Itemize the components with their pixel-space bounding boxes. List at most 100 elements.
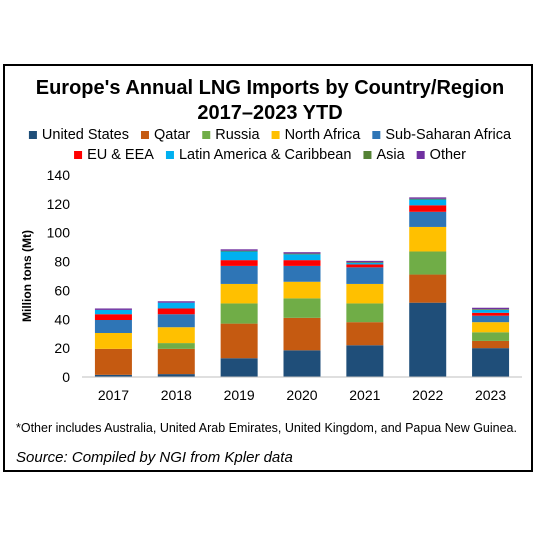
legend-item: EU & EEA bbox=[74, 147, 154, 163]
x-axis-ticks: 2017 2018 2019 2020 2021 2022 2023 bbox=[98, 387, 507, 403]
y-axis-label: Million tons (Mt) bbox=[20, 230, 34, 322]
legend-label: Other bbox=[430, 147, 466, 163]
bar-segment bbox=[346, 283, 384, 304]
bar-segment bbox=[472, 332, 510, 341]
bar-segment bbox=[409, 197, 447, 199]
bar-segment bbox=[472, 315, 510, 323]
legend-label: Asia bbox=[376, 147, 405, 163]
bar-segment bbox=[472, 309, 510, 313]
bar-segment bbox=[346, 303, 384, 323]
y-tick-label: 60 bbox=[54, 282, 70, 298]
bar-segment bbox=[409, 274, 447, 303]
y-axis-ticks: 0 20 40 60 80 100 120 140 bbox=[47, 167, 71, 385]
legend-swatch bbox=[271, 131, 280, 139]
bar-segment bbox=[283, 298, 321, 318]
legend-label: Qatar bbox=[154, 127, 190, 143]
legend-item: United States bbox=[28, 127, 129, 143]
bar-segment bbox=[283, 317, 321, 351]
legend-swatch bbox=[28, 131, 37, 139]
bar-segment bbox=[220, 260, 258, 266]
bar-segment bbox=[409, 226, 447, 252]
bar-segment bbox=[346, 262, 384, 264]
bar-segment bbox=[472, 340, 510, 349]
y-tick-label: 40 bbox=[54, 311, 70, 327]
legend-label: Russia bbox=[215, 127, 260, 143]
legend-item: Other bbox=[416, 147, 466, 163]
bar-segment bbox=[472, 307, 510, 310]
bar-segment bbox=[220, 251, 258, 261]
bar-segment bbox=[346, 322, 384, 346]
bar-segment bbox=[472, 309, 510, 310]
chart-title-line-1: Europe's Annual LNG Imports by Country/R… bbox=[36, 77, 504, 99]
legend-item: Qatar bbox=[140, 127, 190, 143]
bar-segment bbox=[472, 322, 510, 333]
bar-segment bbox=[157, 301, 195, 303]
bar-segment bbox=[409, 251, 447, 275]
bar-segment bbox=[409, 211, 447, 227]
bar-segment bbox=[94, 308, 132, 310]
bar-segment bbox=[220, 283, 258, 304]
bar-segment bbox=[283, 265, 321, 282]
bar-segment bbox=[283, 252, 321, 254]
legend-item: Asia bbox=[363, 147, 406, 163]
bar-segment bbox=[220, 250, 258, 252]
y-tick-label: 140 bbox=[47, 167, 71, 183]
legend-swatch bbox=[74, 151, 83, 159]
legend-item: Sub-Saharan Africa bbox=[372, 127, 512, 143]
x-tick-label: 2019 bbox=[224, 387, 255, 403]
bar-segment bbox=[283, 260, 321, 266]
bar-segment bbox=[472, 312, 510, 316]
bar-segment bbox=[346, 263, 384, 265]
bar-segment bbox=[283, 281, 321, 299]
y-tick-label: 120 bbox=[47, 196, 71, 212]
bar-segment bbox=[94, 320, 132, 333]
bar-segment bbox=[472, 348, 510, 377]
source-note: Source: Compiled by NGI from Kpler data bbox=[16, 449, 293, 466]
bar-segment bbox=[157, 327, 195, 344]
bar-segment bbox=[346, 267, 384, 284]
bar-segment bbox=[157, 314, 195, 328]
bar-segment bbox=[157, 374, 195, 377]
y-tick-label: 100 bbox=[47, 225, 71, 241]
bar-segment bbox=[157, 348, 195, 375]
bar-segment bbox=[220, 323, 258, 359]
bar-segment bbox=[157, 308, 195, 315]
footnote: *Other includes Australia, United Arab E… bbox=[16, 421, 517, 435]
legend: United States Qatar Russia North Africa Sub-… bbox=[28, 127, 512, 163]
bar-segment bbox=[94, 348, 132, 375]
x-tick-label: 2018 bbox=[161, 387, 192, 403]
bar-segment bbox=[94, 309, 132, 315]
bar-segment bbox=[157, 302, 195, 309]
legend-label: United States bbox=[42, 127, 129, 143]
bar-segment bbox=[220, 303, 258, 324]
legend-swatch bbox=[363, 151, 372, 159]
bar-segment bbox=[283, 253, 321, 255]
legend-swatch bbox=[140, 131, 149, 139]
legend-swatch bbox=[202, 131, 211, 139]
x-tick-label: 2017 bbox=[98, 387, 129, 403]
legend-item: Latin America & Caribbean bbox=[165, 147, 351, 163]
bar-segment bbox=[94, 314, 132, 321]
bar-segment bbox=[283, 254, 321, 261]
bar-segment bbox=[346, 260, 384, 263]
legend-item: North Africa bbox=[271, 127, 362, 143]
bar-segment bbox=[409, 302, 447, 377]
y-tick-label: 80 bbox=[54, 254, 70, 270]
bar-segment bbox=[94, 374, 132, 377]
legend-swatch bbox=[416, 151, 425, 159]
bar-segment bbox=[346, 345, 384, 377]
legend-label: EU & EEA bbox=[87, 147, 154, 163]
bar-segment bbox=[157, 343, 195, 349]
x-tick-label: 2020 bbox=[286, 387, 317, 403]
bar-segment bbox=[220, 358, 258, 377]
bar-segment bbox=[346, 264, 384, 268]
chart-title-line-2: 2017–2023 YTD bbox=[197, 102, 342, 124]
bars bbox=[94, 197, 510, 377]
legend-label: Sub-Saharan Africa bbox=[385, 127, 512, 143]
y-tick-label: 20 bbox=[54, 340, 70, 356]
legend-swatch bbox=[165, 151, 174, 159]
bar-segment bbox=[283, 350, 321, 377]
bar-segment bbox=[94, 332, 132, 349]
legend-label: North Africa bbox=[285, 127, 362, 143]
